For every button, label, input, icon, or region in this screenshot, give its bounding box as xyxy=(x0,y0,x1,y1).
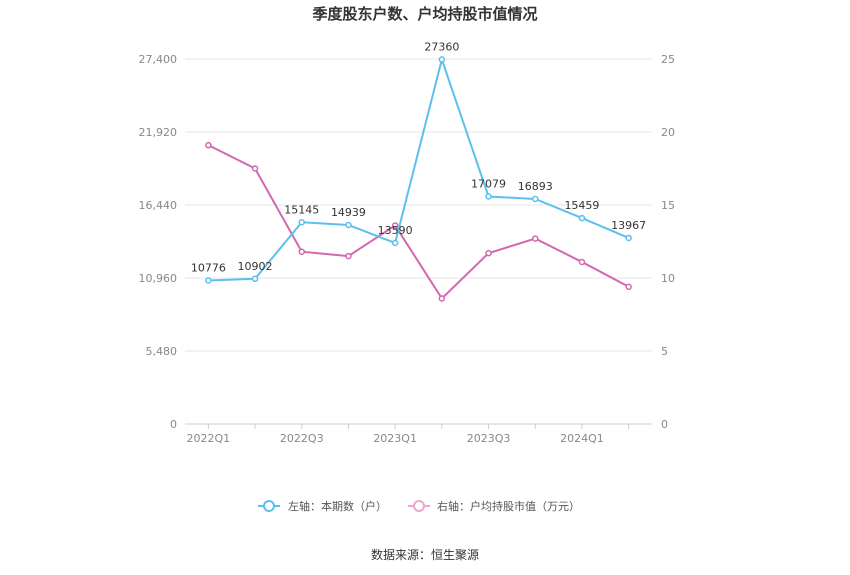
left-tick-label: 16,440 xyxy=(139,199,178,212)
left-tick-label: 5,480 xyxy=(146,345,178,358)
series-1-line xyxy=(208,56,630,282)
right-axis: 0 5 10 15 20 25 xyxy=(661,53,675,431)
right-tick-label: 25 xyxy=(661,53,675,66)
series-1-point[interactable] xyxy=(532,195,539,203)
left-tick-label: 27,400 xyxy=(139,53,178,66)
data-label: 27360 xyxy=(424,41,459,54)
series-1-point[interactable] xyxy=(578,214,586,222)
series-2-point[interactable] xyxy=(251,165,259,172)
data-label: 13967 xyxy=(611,219,646,232)
left-tick-label: 10,960 xyxy=(139,272,178,285)
x-tick-label: 2023Q3 xyxy=(467,432,511,445)
series-1-point[interactable] xyxy=(391,239,399,247)
x-tick-label: 2023Q1 xyxy=(373,432,417,445)
data-label: 17079 xyxy=(471,177,506,190)
data-label: 16893 xyxy=(518,180,553,193)
series-1-point[interactable] xyxy=(345,221,352,229)
series-2-point[interactable] xyxy=(532,235,539,242)
series-2-point[interactable] xyxy=(485,249,492,257)
data-label: 10776 xyxy=(191,261,226,274)
legend-marker-series-2 xyxy=(413,500,425,512)
plot-area: 10776 10902 15145 14939 13590 27360 17079 16893… xyxy=(191,41,646,302)
series-2-point[interactable] xyxy=(205,141,212,149)
right-tick-label: 20 xyxy=(661,126,675,139)
series-1-point[interactable] xyxy=(485,193,492,200)
series-2-point[interactable] xyxy=(578,258,586,266)
series-1-point[interactable] xyxy=(438,56,446,63)
legend-marker-series-1 xyxy=(263,500,275,512)
x-axis: 2022Q1 2022Q3 2023Q1 2023Q3 2024Q1 xyxy=(187,424,630,445)
x-tick-label: 2024Q1 xyxy=(560,432,604,445)
chart-title: 季度股东户数、户均持股市值情况 xyxy=(312,5,537,23)
series-2-line xyxy=(207,144,630,301)
data-label: 15459 xyxy=(564,199,599,212)
data-label: 14939 xyxy=(331,206,366,219)
series-2-point[interactable] xyxy=(298,248,305,255)
series-2-point[interactable] xyxy=(438,295,446,302)
legend-item-series-2[interactable]: 右轴：户均持股市值（万元） xyxy=(408,499,580,513)
left-tick-label: 0 xyxy=(170,418,177,431)
right-tick-label: 5 xyxy=(661,345,668,358)
grid xyxy=(185,58,652,425)
legend-label-series-1: 左轴：本期数（户） xyxy=(288,499,387,513)
right-tick-label: 0 xyxy=(661,418,668,431)
right-tick-label: 10 xyxy=(661,272,675,285)
left-axis: 0 5,480 10,960 16,440 21,920 27,400 xyxy=(139,53,178,431)
legend-label-series-2: 右轴：户均持股市值（万元） xyxy=(437,499,580,513)
data-label: 15145 xyxy=(284,203,319,216)
series-1-point[interactable] xyxy=(625,234,632,242)
x-tick-label: 2022Q3 xyxy=(280,432,324,445)
left-tick-label: 21,920 xyxy=(139,126,178,139)
series-2-point[interactable] xyxy=(391,222,399,229)
data-label: 10902 xyxy=(238,260,273,273)
series-1-point[interactable] xyxy=(298,219,305,226)
data-label: 13590 xyxy=(378,224,413,237)
series-1-point[interactable] xyxy=(205,277,212,284)
x-tick-label: 2022Q1 xyxy=(187,432,231,445)
legend: 左轴：本期数（户） 右轴：户均持股市值（万元） xyxy=(258,499,580,513)
series-2-point[interactable] xyxy=(345,252,352,260)
series-1-point[interactable] xyxy=(251,275,259,283)
source-note: 数据来源：恒生聚源 xyxy=(371,547,479,562)
series-2-point[interactable] xyxy=(625,283,632,291)
legend-item-series-1[interactable]: 左轴：本期数（户） xyxy=(258,499,387,513)
right-tick-label: 15 xyxy=(661,199,675,212)
